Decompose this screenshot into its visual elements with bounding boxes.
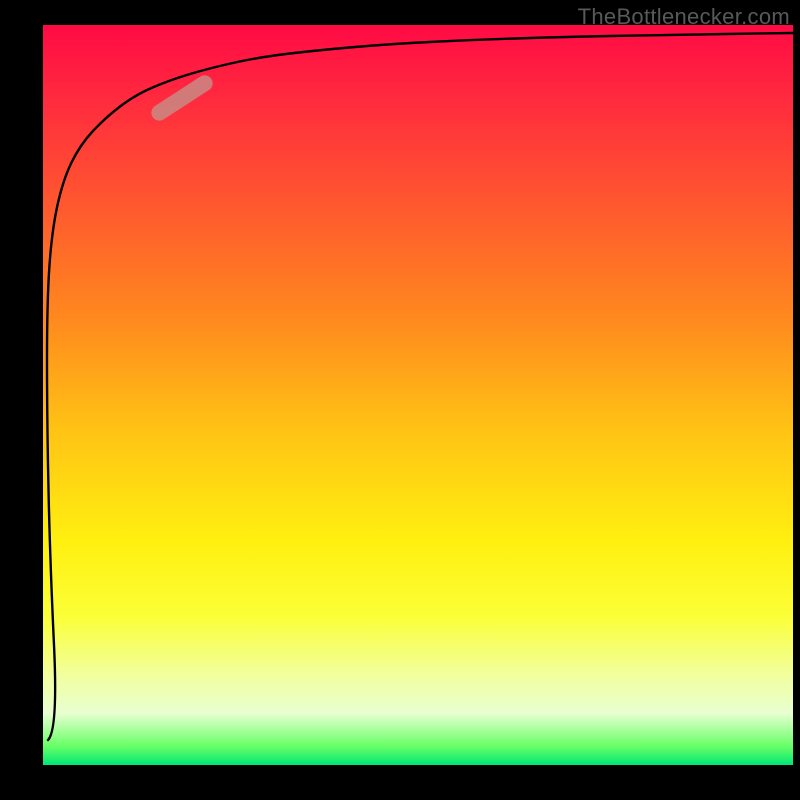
curve-layer: [43, 25, 793, 765]
chart-canvas: TheBottlenecker.com: [0, 0, 800, 800]
plot-area: [43, 25, 793, 765]
watermark-text: TheBottlenecker.com: [578, 4, 790, 30]
curve-highlight-marker: [148, 72, 215, 124]
bottleneck-curve: [47, 33, 793, 740]
